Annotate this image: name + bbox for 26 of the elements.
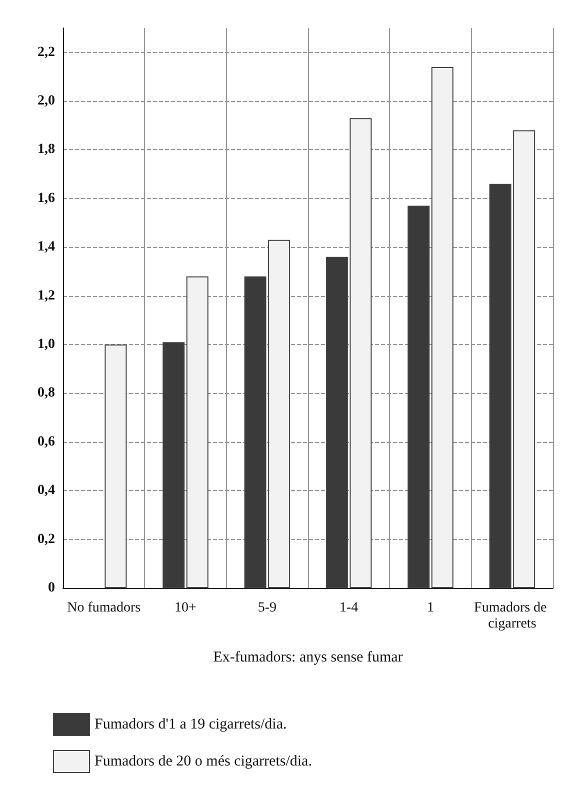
y-tick-label: 1,4 [38,240,55,255]
bar [186,276,208,588]
y-tick-label: 2,2 [38,44,55,60]
y-tick-label: 1,0 [38,337,55,352]
bar [408,206,430,588]
x-tick-label: 1 [427,600,434,616]
x-tick-label: Fumadors de cigarrets [474,600,550,632]
bar [431,66,454,588]
x-tick-label: 5-9 [258,600,277,616]
x-tick-label: No fumadors [67,600,141,616]
y-tick-label: 0,6 [38,434,55,450]
legend-label: Fumadors de 20 o més cigarrets/dia. [94,754,312,770]
legend-label: Fumadors d'1 a 19 cigarrets/dia. [94,716,287,732]
y-tick-label: 0,4 [38,483,55,498]
bar [104,344,127,588]
y-tick-label: 1,8 [38,142,55,158]
x-tick-label: 1-4 [339,600,358,616]
y-tick-label: 1,6 [38,190,55,206]
y-tick-label: 0 [48,580,55,596]
y-tick-label: 2,0 [38,94,55,109]
bar [162,342,185,588]
text: Ex-fumadors: anys sense fumar [213,650,403,666]
y-tick-label: 1,2 [38,288,55,304]
y-tick-label: 0,2 [38,532,55,547]
x-tick-label: 10+ [174,600,197,616]
y-tick-label: 0,8 [38,386,55,401]
